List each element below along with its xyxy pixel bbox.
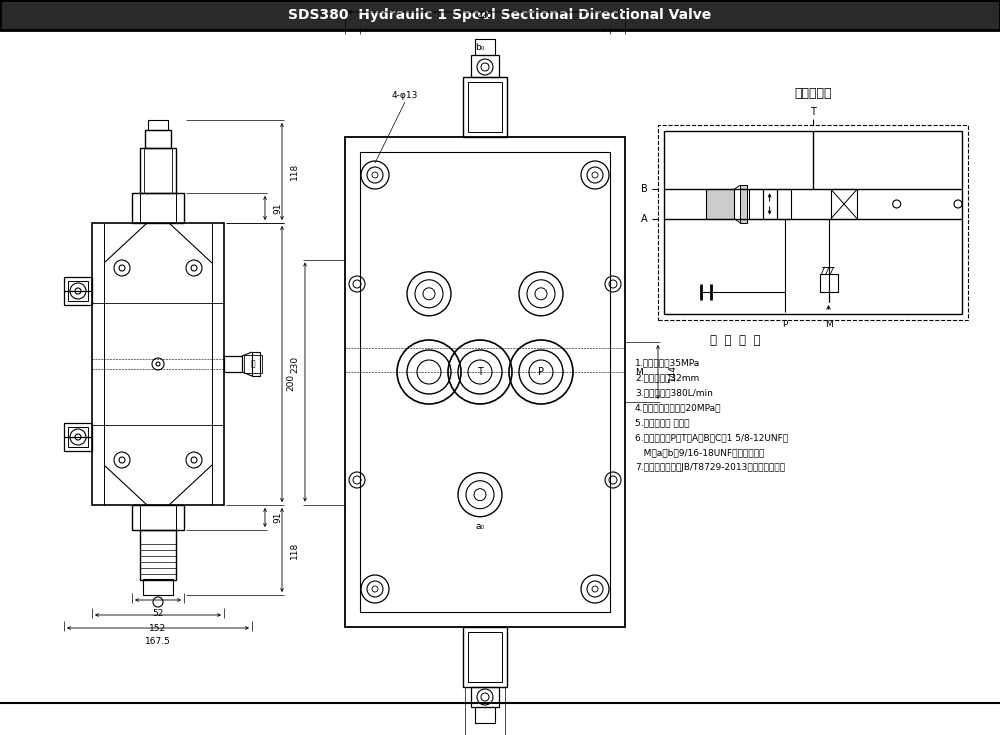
Text: 152: 152 <box>149 624 167 633</box>
Text: 91: 91 <box>273 202 282 214</box>
Bar <box>468 82 502 132</box>
Bar <box>831 190 857 218</box>
Bar <box>140 530 176 580</box>
Text: 液压原理图: 液压原理图 <box>794 87 832 99</box>
Text: 囲: 囲 <box>251 359 255 368</box>
Bar <box>749 190 763 218</box>
Text: B: B <box>641 184 648 194</box>
Text: 144: 144 <box>668 364 677 381</box>
Bar <box>252 352 260 376</box>
Text: 3.公称流量：380L/min: 3.公称流量：380L/min <box>635 388 713 397</box>
Text: 4-φ13: 4-φ13 <box>392 90 418 99</box>
Bar <box>345 137 625 627</box>
Bar <box>360 152 610 612</box>
Bar <box>0 0 1000 30</box>
Bar <box>706 190 734 218</box>
Text: 167.5: 167.5 <box>145 637 171 646</box>
Text: 230: 230 <box>290 356 299 373</box>
Text: 性  能  参  数: 性 能 参 数 <box>710 334 760 346</box>
Text: 52: 52 <box>152 609 164 618</box>
Bar <box>224 356 242 372</box>
Text: b₀: b₀ <box>475 43 485 51</box>
Text: 7.产品验收标准据JB/T8729-2013液压多路换向阀: 7.产品验收标准据JB/T8729-2013液压多路换向阀 <box>635 463 785 472</box>
Text: 1.公称压力：35MPa: 1.公称压力：35MPa <box>635 358 700 367</box>
Bar <box>132 505 184 530</box>
Text: 118: 118 <box>290 542 299 559</box>
Text: 200: 200 <box>286 373 295 390</box>
Bar <box>68 281 88 301</box>
Bar <box>463 77 507 137</box>
Bar <box>763 190 777 218</box>
Bar <box>244 355 262 373</box>
Bar <box>145 130 171 148</box>
Text: 5.控制方式： 液控；: 5.控制方式： 液控； <box>635 418 690 427</box>
Text: M、a、b口9/16-18UNF，全部密封；: M、a、b口9/16-18UNF，全部密封； <box>635 448 764 457</box>
Text: T: T <box>810 107 816 117</box>
Bar <box>132 193 184 223</box>
Bar <box>468 632 502 682</box>
Text: 91: 91 <box>273 512 282 523</box>
Bar <box>475 39 495 55</box>
Text: SDS380  Hydraulic 1 Spool Sectional Directional Valve: SDS380 Hydraulic 1 Spool Sectional Direc… <box>288 8 712 22</box>
Text: P: P <box>782 320 788 329</box>
Text: 4.溢流阀调定压力：20MPa；: 4.溢流阀调定压力：20MPa； <box>635 403 722 412</box>
Text: M: M <box>825 320 832 329</box>
Text: P: P <box>538 367 544 377</box>
Bar <box>68 427 88 447</box>
Text: A: A <box>641 214 648 223</box>
Bar <box>463 627 507 687</box>
Bar <box>740 185 747 223</box>
Bar <box>64 423 92 451</box>
Text: T: T <box>477 367 483 377</box>
Text: a₀: a₀ <box>475 522 485 531</box>
Bar <box>664 131 962 314</box>
Bar <box>143 579 173 595</box>
Bar <box>471 55 499 77</box>
Bar <box>140 148 176 193</box>
Bar <box>777 190 791 218</box>
Text: 6.油口尺寸：P、T、A、B、C口1 5/8-12UNF；: 6.油口尺寸：P、T、A、B、C口1 5/8-12UNF； <box>635 433 788 442</box>
Bar <box>820 274 838 292</box>
Bar <box>148 120 168 130</box>
Text: 225: 225 <box>477 11 494 20</box>
Text: M: M <box>635 368 643 376</box>
Bar <box>64 277 92 305</box>
Text: 118: 118 <box>290 163 299 180</box>
Bar <box>92 223 224 505</box>
Text: 2.公称通径：32mm: 2.公称通径：32mm <box>635 373 699 382</box>
Bar <box>475 707 495 723</box>
Text: 279.5: 279.5 <box>472 0 498 2</box>
Bar <box>658 125 968 320</box>
Bar <box>471 687 499 707</box>
